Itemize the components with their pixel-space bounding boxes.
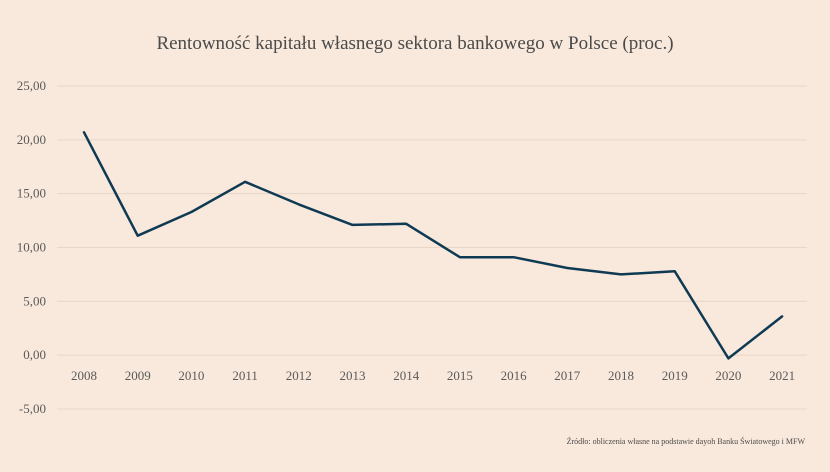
- x-tick-label: 2013: [340, 368, 366, 383]
- x-tick-label: 2019: [662, 368, 688, 383]
- series-line: [82, 131, 784, 360]
- y-tick-label: 10,00: [17, 240, 46, 255]
- y-axis: -5,00 0,00 5,00 10,00 15,00 20,00 25,00: [17, 78, 46, 416]
- x-tick-label: 2018: [608, 368, 634, 383]
- chart-title: Rentowność kapitału własnego sektora ban…: [156, 33, 673, 54]
- x-tick-label: 2011: [232, 368, 258, 383]
- y-tick-label: -5,00: [19, 401, 46, 416]
- x-tick-label: 2012: [286, 368, 312, 383]
- x-tick-label: 2016: [501, 368, 528, 383]
- grid: [57, 85, 807, 410]
- x-tick-label: 2008: [71, 368, 97, 383]
- x-tick-label: 2017: [554, 368, 581, 383]
- x-tick-label: 2020: [715, 368, 741, 383]
- source-note: Źródło: obliczenia własne na podstawie d…: [567, 436, 806, 446]
- y-tick-label: 0,00: [23, 347, 46, 362]
- y-tick-label: 25,00: [17, 78, 46, 93]
- x-tick-label: 2010: [178, 368, 204, 383]
- y-tick-label: 5,00: [23, 293, 46, 308]
- x-tick-label: 2021: [769, 368, 795, 383]
- y-tick-label: 15,00: [17, 186, 46, 201]
- x-axis: 2008 2009 2010 2011 2012 2013 2014 2015 2016 2017…: [71, 368, 795, 383]
- x-tick-label: 2009: [125, 368, 151, 383]
- y-tick-label: 20,00: [17, 132, 46, 147]
- series-group: [82, 131, 784, 360]
- x-tick-label: 2014: [393, 368, 420, 383]
- x-tick-label: 2015: [447, 368, 473, 383]
